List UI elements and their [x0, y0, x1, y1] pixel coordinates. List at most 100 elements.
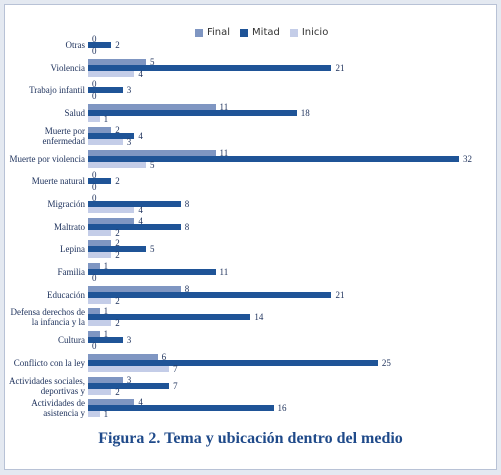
bar	[88, 161, 146, 168]
value-label: 4	[138, 130, 143, 141]
bar	[88, 331, 100, 338]
bar	[88, 200, 181, 207]
value-label: 3	[126, 85, 132, 96]
value-label: 0	[92, 182, 97, 193]
value-label: 3	[126, 136, 132, 147]
value-label: 0	[92, 91, 97, 102]
value-label: 1	[103, 329, 109, 340]
value-label: 3	[126, 374, 132, 385]
value-label: 1	[103, 306, 109, 317]
category-label: Actividades de asistencia y	[31, 398, 85, 419]
bar	[88, 365, 170, 372]
bar	[88, 353, 158, 360]
value-label: 2	[115, 238, 120, 249]
category-label: Actividades sociales, deportivas y	[9, 375, 85, 396]
value-label: 32	[463, 153, 472, 164]
bar	[88, 320, 112, 327]
category-label: Lepina	[60, 244, 85, 255]
value-label: 4	[138, 397, 143, 408]
bar	[88, 206, 135, 213]
category-label: Defensa derechos de la infancia y la	[10, 307, 85, 328]
value-label: 1	[103, 409, 109, 420]
value-label: 0	[92, 46, 97, 56]
bar	[88, 116, 100, 123]
legend: Final Mitad Inicio	[195, 27, 338, 38]
value-label: 21	[335, 62, 345, 73]
value-label: 4	[138, 215, 143, 226]
value-label: 8	[184, 221, 190, 232]
legend-label: Final	[207, 27, 231, 38]
category-label: Familia	[57, 267, 86, 277]
bar	[88, 229, 112, 236]
bar	[88, 285, 181, 292]
value-label: 7	[173, 363, 178, 374]
bar	[88, 104, 216, 111]
bar	[88, 240, 112, 247]
value-label: 7	[173, 380, 178, 391]
value-label: 0	[92, 192, 97, 203]
bar	[88, 155, 459, 162]
value-label: 0	[92, 341, 97, 352]
bar	[88, 87, 123, 94]
bar	[88, 223, 181, 230]
bar	[88, 314, 251, 321]
legend-swatch	[195, 28, 203, 37]
bar	[88, 246, 146, 253]
value-label: 0	[92, 34, 97, 44]
bar	[88, 359, 378, 366]
value-label: 18	[300, 108, 310, 119]
category-label: Maltrato	[54, 221, 85, 232]
bar	[88, 291, 332, 298]
bar	[88, 252, 112, 259]
category-label: Muerte natural	[31, 176, 85, 187]
bar	[88, 64, 332, 71]
value-label: 25	[381, 357, 391, 368]
value-label: 2	[115, 124, 120, 135]
value-label: 0	[92, 273, 97, 283]
value-label: 2	[115, 176, 120, 187]
legend-label: Mitad	[252, 27, 280, 38]
bar	[88, 149, 216, 156]
chart-title: Figura 2. Tema y ubicación dentro del me…	[98, 430, 403, 447]
bar	[88, 399, 135, 406]
value-label: 5	[149, 244, 155, 255]
bar	[88, 70, 135, 77]
value-label: 8	[184, 198, 190, 209]
value-label: 11	[219, 102, 229, 113]
bar	[88, 110, 297, 117]
value-label: 1	[103, 261, 109, 271]
bar	[88, 382, 170, 389]
legend-label: Inicio	[301, 27, 329, 38]
bar	[88, 269, 216, 275]
value-label: 5	[149, 56, 155, 67]
bar	[88, 337, 123, 344]
value-label: 4	[138, 204, 143, 215]
bar	[88, 132, 135, 139]
legend-swatch	[289, 28, 298, 37]
chart: Final Mitad Inicio Figura 2. Tema y ubicac…	[4, 4, 497, 470]
value-label: 14	[254, 312, 264, 323]
legend-swatch	[240, 28, 249, 37]
value-label: 2	[115, 386, 120, 397]
value-label: 21	[335, 289, 345, 300]
value-label: 1	[103, 114, 109, 125]
category-label: Educación	[47, 289, 85, 300]
bar	[88, 388, 112, 395]
bar	[88, 138, 123, 145]
value-label: 0	[92, 170, 97, 181]
bar	[88, 297, 112, 304]
value-label: 2	[115, 40, 120, 50]
legend-item: Inicio	[289, 27, 329, 38]
bar	[88, 308, 100, 315]
bar	[88, 263, 100, 269]
value-label: 0	[92, 79, 97, 90]
bar	[88, 405, 274, 412]
value-label: 2	[115, 295, 120, 306]
bar	[88, 58, 146, 65]
value-label: 8	[184, 283, 190, 294]
category-label: Migración	[47, 198, 86, 209]
value-label: 6	[161, 351, 167, 362]
value-label: 16	[277, 403, 287, 414]
category-label: Otras	[65, 40, 86, 50]
category-label: Salud	[64, 108, 85, 119]
